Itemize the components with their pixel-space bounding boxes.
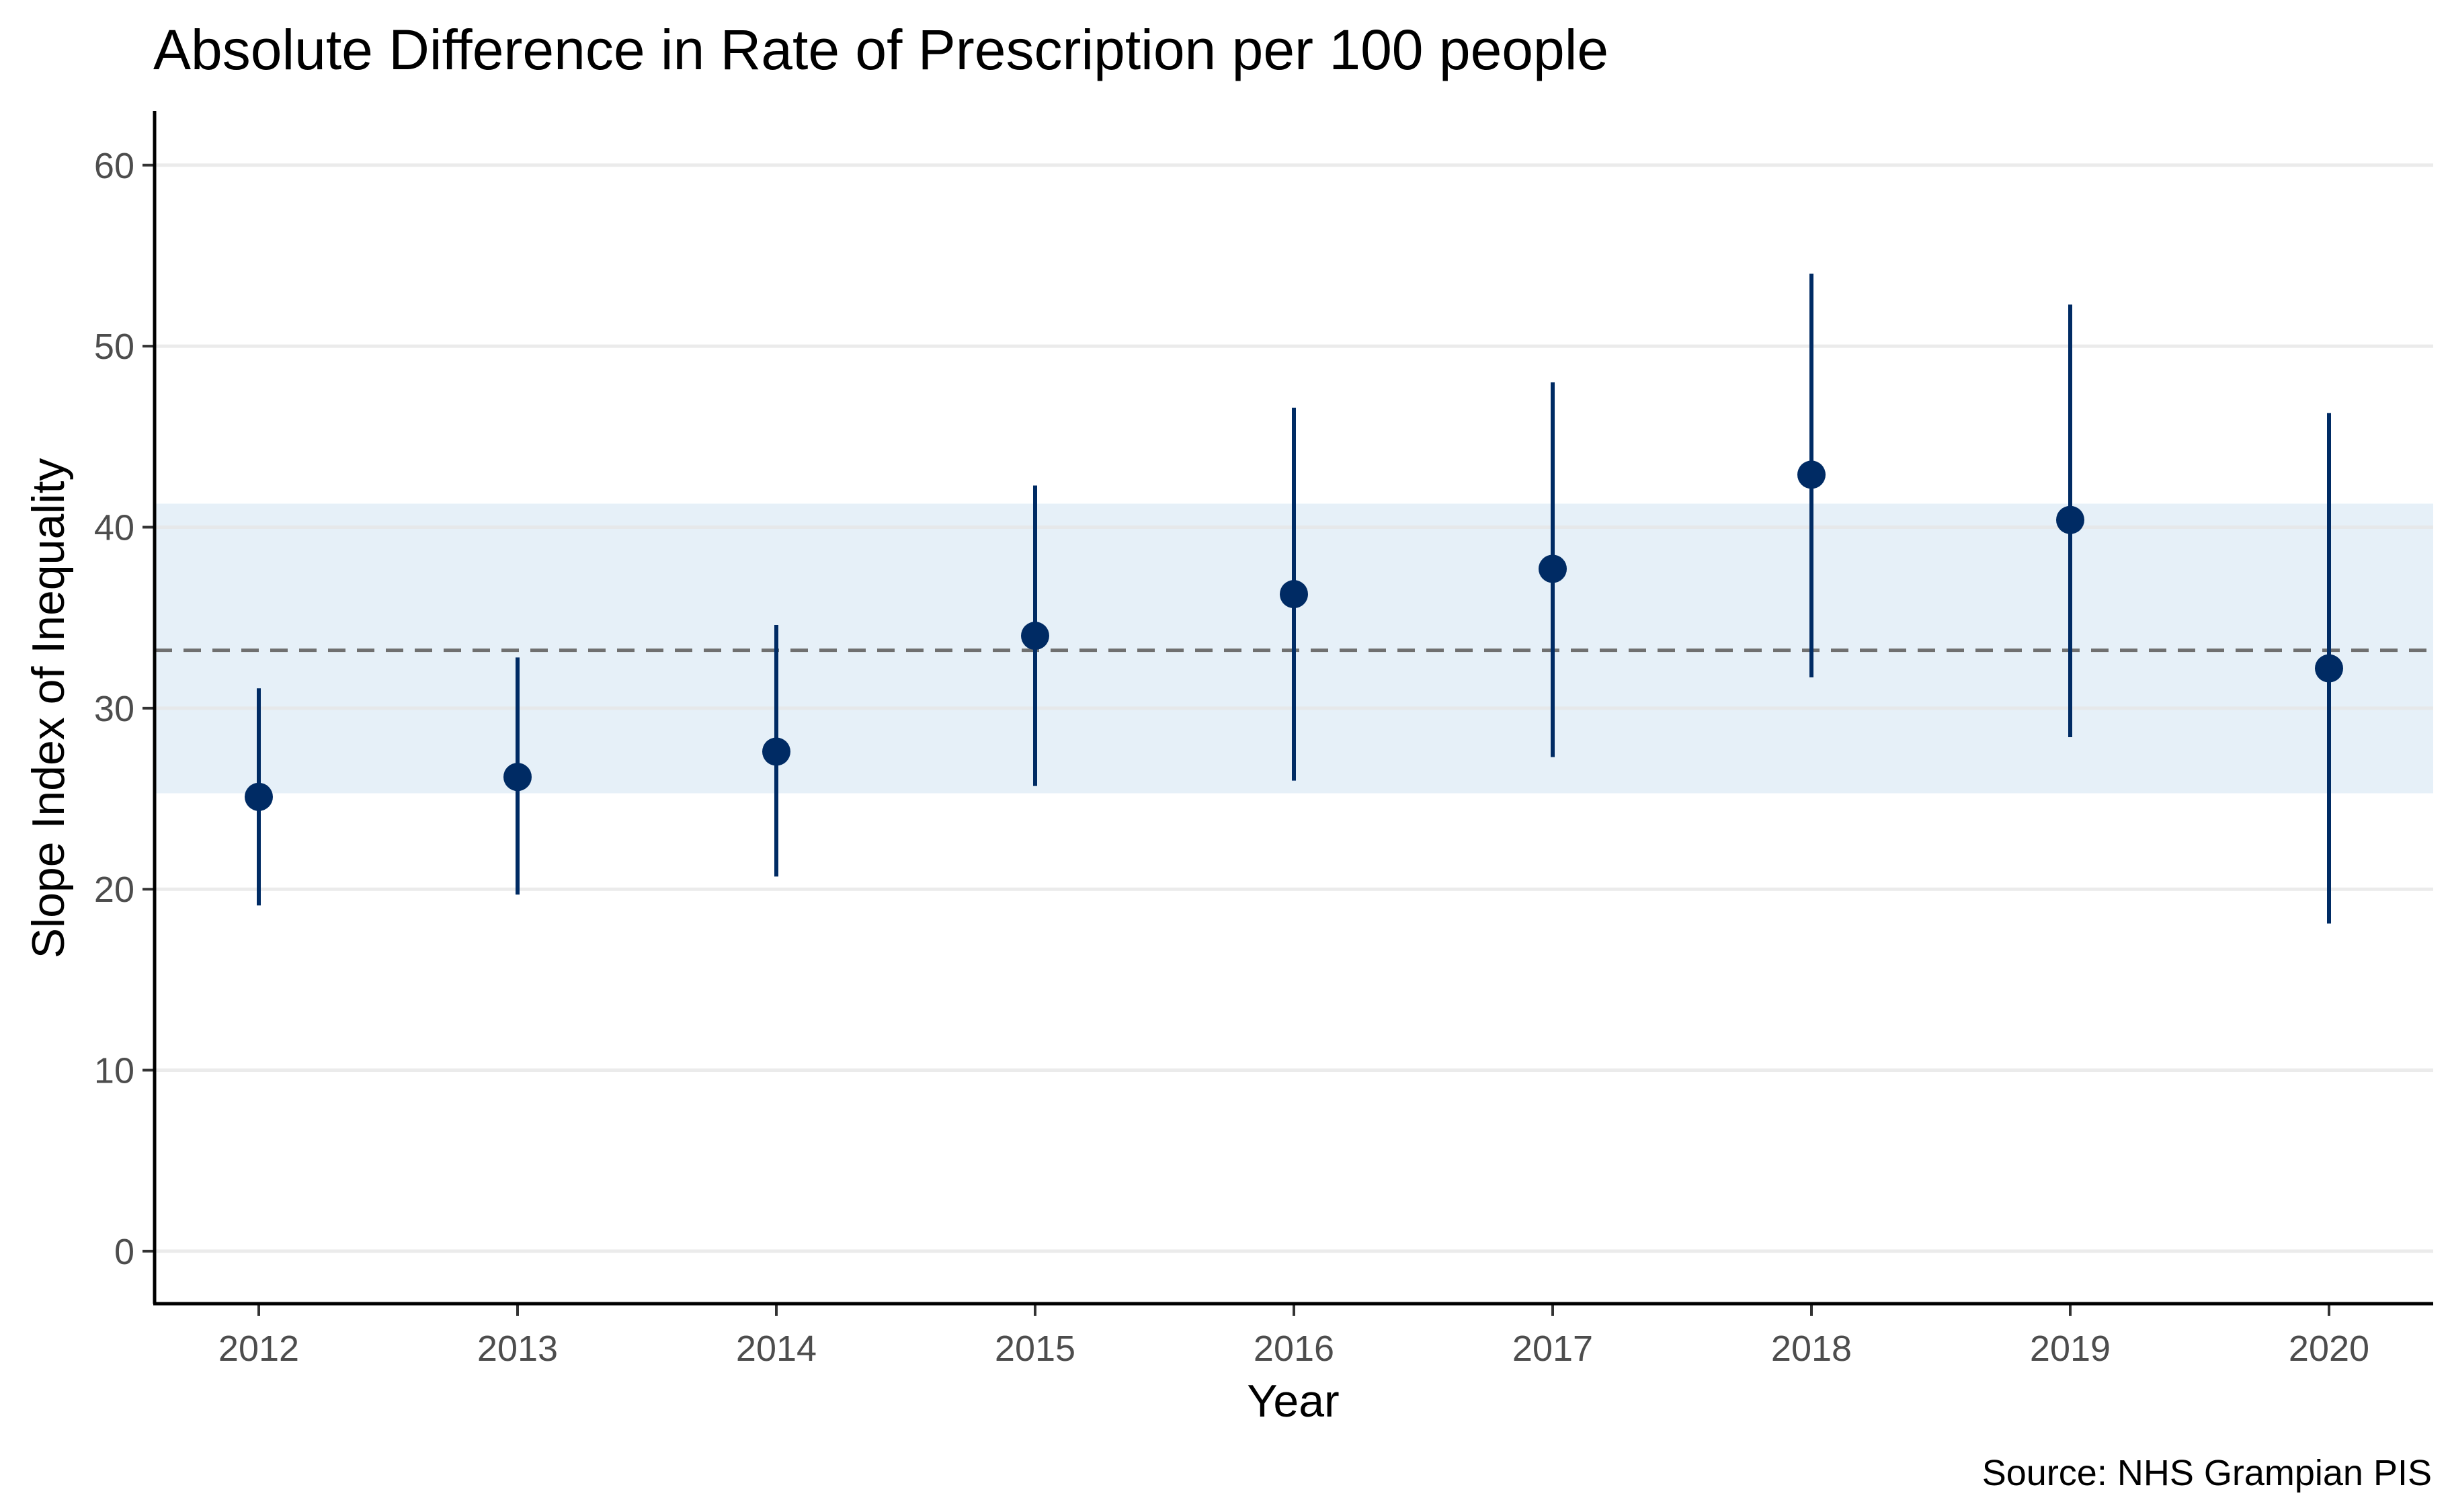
x-tick-label-2020: 2020 [2289,1329,2369,1369]
x-tick-label-2016: 2016 [1254,1329,1334,1369]
y-tick-label-20: 20 [94,870,134,910]
y-tick-labels: 0 10 20 30 40 50 60 [94,146,134,1272]
x-tick-label-2015: 2015 [995,1329,1075,1369]
y-tick-label-60: 60 [94,146,134,186]
y-tick-label-40: 40 [94,507,134,548]
x-tick-label-2013: 2013 [477,1329,558,1369]
data-point-2020 [2315,654,2343,683]
chart-title: Absolute Difference in Rate of Prescript… [153,18,1608,81]
axes [142,111,2433,1316]
y-tick-label-50: 50 [94,327,134,367]
data-point-2017 [1539,554,1567,583]
data-points [245,460,2343,811]
x-tick-label-2017: 2017 [1512,1329,1593,1369]
x-tick-label-2018: 2018 [1771,1329,1852,1369]
data-point-2016 [1280,580,1308,609]
data-point-2019 [2056,505,2084,534]
x-tick-label-2019: 2019 [2030,1329,2111,1369]
data-point-2013 [503,763,532,792]
y-tick-label-0: 0 [114,1232,134,1272]
y-axis-title: Slope Index of Inequality [23,458,74,959]
x-tick-labels: 2012 2013 2014 2015 2016 2017 2018 2019 2020 [218,1329,2369,1369]
gridlines [155,163,2433,1253]
source-caption: Source: NHS Grampian PIS [1982,1453,2432,1493]
x-tick-label-2012: 2012 [218,1329,299,1369]
data-point-2015 [1021,622,1049,650]
x-tick-label-2014: 2014 [736,1329,817,1369]
x-axis-title: Year [1247,1376,1339,1427]
data-point-2012 [245,782,273,811]
y-tick-label-10: 10 [94,1051,134,1091]
data-point-2018 [1797,460,1826,489]
y-tick-label-30: 30 [94,689,134,729]
data-point-2014 [762,737,790,766]
